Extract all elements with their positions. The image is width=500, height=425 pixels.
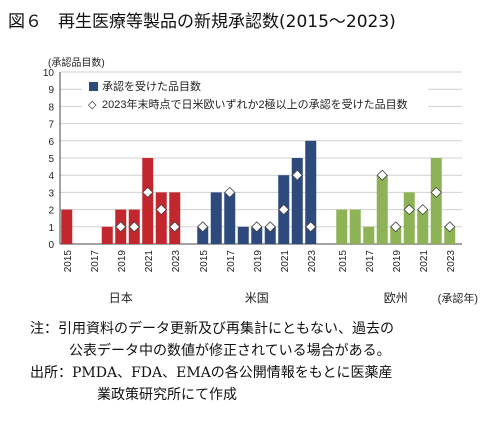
- legend-box: [82, 74, 428, 116]
- bar-us: [291, 158, 303, 244]
- y-tick-label: 7: [48, 120, 54, 131]
- legend-marker-label: 2023年末時点で日米欧いずれか2極以上の承認を受けた品目数: [102, 97, 408, 111]
- y-axis-title: (承認品目数): [48, 56, 105, 69]
- bar-us: [210, 192, 222, 244]
- note-line-1: 注：引用資料のデータ更新及び再集計にともない、過去の: [30, 321, 394, 337]
- x-tick-label: 2023: [307, 250, 318, 273]
- y-tick-label: 1: [48, 223, 54, 234]
- y-tick-label: 0: [48, 240, 54, 251]
- y-tick-label: 2: [48, 206, 54, 217]
- y-tick-label: 5: [48, 154, 54, 165]
- marker-us: [251, 221, 263, 233]
- figure-title: 図６ 再生医療等製品の新規承認数(2015～2023): [8, 7, 496, 32]
- x-tick-label: 2023: [171, 250, 182, 273]
- x-tick-label: 2017: [226, 250, 237, 273]
- marker-us: [278, 204, 290, 216]
- bar-eu: [363, 226, 375, 244]
- legend-diamond-icon: ◇: [88, 98, 97, 111]
- y-tick-label: 6: [48, 137, 54, 148]
- bar-us: [224, 192, 236, 244]
- marker-us: [264, 221, 276, 233]
- marker-japan: [169, 221, 181, 233]
- bar-eu: [349, 209, 361, 244]
- approvals-chart: 0 1 2 3 4 5 6 7 8 9 10(承認品目数) 2015 2017 2019 2021 2023 日…: [43, 56, 478, 305]
- x-tick-label: 2015: [63, 250, 74, 273]
- bar-eu: [336, 209, 348, 244]
- y-tick-label: 10: [43, 68, 55, 79]
- bar-us: [251, 226, 263, 244]
- source-line-1: 出所：PMDA、FDA、EMAの各公開情報をもとに医薬産: [30, 365, 393, 381]
- x-tick-label: 2017: [90, 250, 101, 273]
- x-tick-label: 2019: [392, 250, 403, 273]
- x-tick-label: 2017: [365, 250, 376, 273]
- x-axis-title: (承認年): [438, 291, 478, 305]
- bar-eu: [444, 226, 456, 244]
- y-tick-label: 4: [48, 171, 54, 182]
- x-tick-label: 2015: [199, 250, 210, 273]
- marker-japan: [142, 186, 154, 198]
- y-tick-label: 9: [48, 85, 54, 96]
- bar-us: [305, 140, 317, 244]
- group-label: 日本: [109, 291, 133, 305]
- bar-eu: [430, 158, 442, 244]
- bar-eu: [390, 226, 402, 244]
- x-tick-label: 2015: [338, 250, 349, 273]
- marker-eu: [417, 204, 429, 216]
- notes-section: 注：引用資料のデータ更新及び再集計にともない、過去の 公表データ中の数値が修正さ…: [30, 318, 496, 406]
- bar-eu: [376, 175, 388, 244]
- x-tick-label: 2019: [253, 250, 264, 273]
- bar-japan: [61, 209, 73, 244]
- note-line-2: 公表データ中の数値が修正されている場合がある。: [69, 343, 391, 359]
- bar-us: [197, 226, 209, 244]
- x-tick-label: 2023: [446, 250, 457, 273]
- legend-bar-swatch: [89, 82, 98, 91]
- marker-eu: [390, 221, 402, 233]
- bar-japan: [155, 192, 167, 244]
- marker-eu: [376, 169, 388, 181]
- bar-us: [264, 226, 276, 244]
- marker-japan: [115, 221, 127, 233]
- marker-us: [291, 169, 303, 181]
- figure-title-text: 再生医療等製品の新規承認数(2015～2023): [58, 12, 396, 32]
- x-tick-label: 2021: [419, 250, 430, 273]
- legend: 承認を受けた品目数 ◇ 2023年末時点で日米欧いずれか2極以上の承認を受けた品…: [82, 74, 428, 116]
- group-label: 欧州: [384, 291, 408, 305]
- y-tick-label: 8: [48, 102, 54, 113]
- marker-eu: [403, 204, 415, 216]
- x-tick-label: 2021: [144, 250, 155, 273]
- marker-eu: [444, 221, 456, 233]
- legend-bar-label: 承認を受けた品目数: [102, 79, 201, 93]
- axis-labels: 0 1 2 3 4 5 6 7 8 9 10(承認品目数) 2015 2017 2019 2021 2023 日…: [43, 56, 478, 305]
- group-label: 米国: [245, 291, 269, 305]
- multi-region-markers: [115, 169, 456, 233]
- x-tick-label: 2021: [280, 250, 291, 273]
- bar-eu: [417, 209, 429, 244]
- figure-number: 図６: [8, 12, 42, 32]
- marker-japan: [155, 204, 167, 216]
- bar-japan: [142, 158, 154, 244]
- bar-us: [237, 226, 249, 244]
- marker-eu: [430, 186, 442, 198]
- marker-japan: [128, 221, 140, 233]
- bar-japan: [101, 226, 113, 244]
- marker-us: [305, 221, 317, 233]
- source-line-2: 業政策研究所にて作成: [97, 387, 237, 403]
- x-tick-label: 2019: [117, 250, 128, 273]
- marker-us: [224, 186, 236, 198]
- y-tick-label: 3: [48, 188, 54, 199]
- marker-us: [197, 221, 209, 233]
- bar-japan: [169, 192, 181, 244]
- bar-eu: [403, 192, 415, 244]
